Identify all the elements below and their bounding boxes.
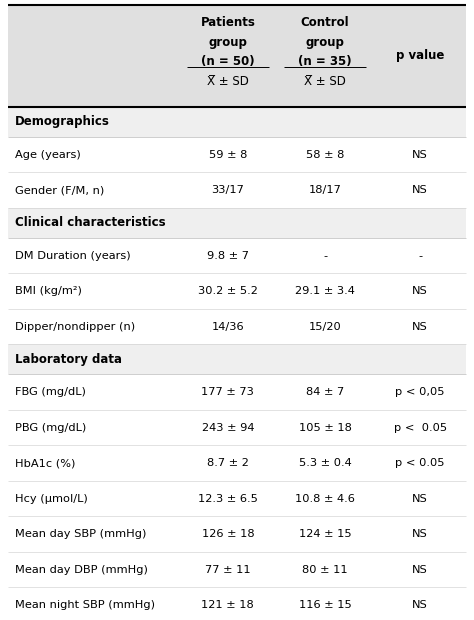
Text: p < 0.05: p < 0.05 xyxy=(395,458,445,468)
Text: Patients: Patients xyxy=(201,16,255,29)
Bar xyxy=(8,481,466,516)
Bar xyxy=(8,446,466,481)
Text: 29.1 ± 3.4: 29.1 ± 3.4 xyxy=(295,286,355,296)
Text: 77 ± 11: 77 ± 11 xyxy=(205,565,251,575)
Text: group: group xyxy=(306,36,345,49)
Text: Mean night SBP (mmHg): Mean night SBP (mmHg) xyxy=(15,600,155,610)
Bar xyxy=(8,345,466,374)
Text: Control: Control xyxy=(301,16,349,29)
Bar xyxy=(8,172,466,208)
Text: p < 0,05: p < 0,05 xyxy=(395,388,445,397)
Text: 33/17: 33/17 xyxy=(211,185,244,195)
Text: 12.3 ± 6.5: 12.3 ± 6.5 xyxy=(198,494,258,503)
Text: 10.8 ± 4.6: 10.8 ± 4.6 xyxy=(295,494,355,503)
Text: NS: NS xyxy=(412,322,428,332)
Text: Hcy (µmol/L): Hcy (µmol/L) xyxy=(15,494,88,503)
Text: 8.7 ± 2: 8.7 ± 2 xyxy=(207,458,249,468)
Text: 177 ± 73: 177 ± 73 xyxy=(201,388,254,397)
Bar xyxy=(8,208,466,238)
Text: Gender (F/M, n): Gender (F/M, n) xyxy=(15,185,104,195)
Text: group: group xyxy=(209,36,247,49)
Text: 124 ± 15: 124 ± 15 xyxy=(299,529,352,539)
Text: NS: NS xyxy=(412,286,428,296)
Bar xyxy=(8,309,466,345)
Text: NS: NS xyxy=(412,600,428,610)
Text: Mean day DBP (mmHg): Mean day DBP (mmHg) xyxy=(15,565,148,575)
Text: Laboratory data: Laboratory data xyxy=(15,353,122,366)
Bar xyxy=(8,552,466,588)
Bar xyxy=(8,5,466,107)
Text: Clinical characteristics: Clinical characteristics xyxy=(15,216,165,229)
Text: 243 ± 94: 243 ± 94 xyxy=(201,423,254,433)
Bar xyxy=(8,374,466,410)
Text: 30.2 ± 5.2: 30.2 ± 5.2 xyxy=(198,286,258,296)
Text: p value: p value xyxy=(396,50,445,63)
Text: BMI (kg/m²): BMI (kg/m²) xyxy=(15,286,82,296)
Bar xyxy=(8,410,466,446)
Text: NS: NS xyxy=(412,565,428,575)
Bar xyxy=(8,137,466,172)
Text: Mean day SBP (mmHg): Mean day SBP (mmHg) xyxy=(15,529,146,539)
Bar xyxy=(8,588,466,620)
Text: 15/20: 15/20 xyxy=(309,322,342,332)
Text: 58 ± 8: 58 ± 8 xyxy=(306,150,344,160)
Text: p <  0.05: p < 0.05 xyxy=(393,423,447,433)
Text: -: - xyxy=(418,250,422,261)
Bar xyxy=(8,238,466,273)
Text: PBG (mg/dL): PBG (mg/dL) xyxy=(15,423,86,433)
Bar xyxy=(8,273,466,309)
Text: 18/17: 18/17 xyxy=(309,185,342,195)
Text: 9.8 ± 7: 9.8 ± 7 xyxy=(207,250,249,261)
Text: NS: NS xyxy=(412,494,428,503)
Text: 126 ± 18: 126 ± 18 xyxy=(201,529,254,539)
Text: (n = 35): (n = 35) xyxy=(298,55,352,68)
Text: Age (years): Age (years) xyxy=(15,150,81,160)
Text: 105 ± 18: 105 ± 18 xyxy=(299,423,352,433)
Bar xyxy=(8,107,466,137)
Text: 59 ± 8: 59 ± 8 xyxy=(209,150,247,160)
Text: X̅ ± SD: X̅ ± SD xyxy=(207,75,249,88)
Text: (n = 50): (n = 50) xyxy=(201,55,255,68)
Text: FBG (mg/dL): FBG (mg/dL) xyxy=(15,388,86,397)
Text: 121 ± 18: 121 ± 18 xyxy=(201,600,254,610)
Text: 14/36: 14/36 xyxy=(211,322,244,332)
Text: -: - xyxy=(323,250,327,261)
Text: Demographics: Demographics xyxy=(15,115,110,128)
Text: 116 ± 15: 116 ± 15 xyxy=(299,600,352,610)
Text: X̅ ± SD: X̅ ± SD xyxy=(304,75,346,88)
Bar xyxy=(8,516,466,552)
Text: NS: NS xyxy=(412,185,428,195)
Text: 80 ± 11: 80 ± 11 xyxy=(302,565,348,575)
Text: Dipper/nondipper (n): Dipper/nondipper (n) xyxy=(15,322,135,332)
Text: NS: NS xyxy=(412,150,428,160)
Text: NS: NS xyxy=(412,529,428,539)
Text: 5.3 ± 0.4: 5.3 ± 0.4 xyxy=(299,458,352,468)
Text: 84 ± 7: 84 ± 7 xyxy=(306,388,344,397)
Text: DM Duration (years): DM Duration (years) xyxy=(15,250,131,261)
Text: HbA1c (%): HbA1c (%) xyxy=(15,458,75,468)
